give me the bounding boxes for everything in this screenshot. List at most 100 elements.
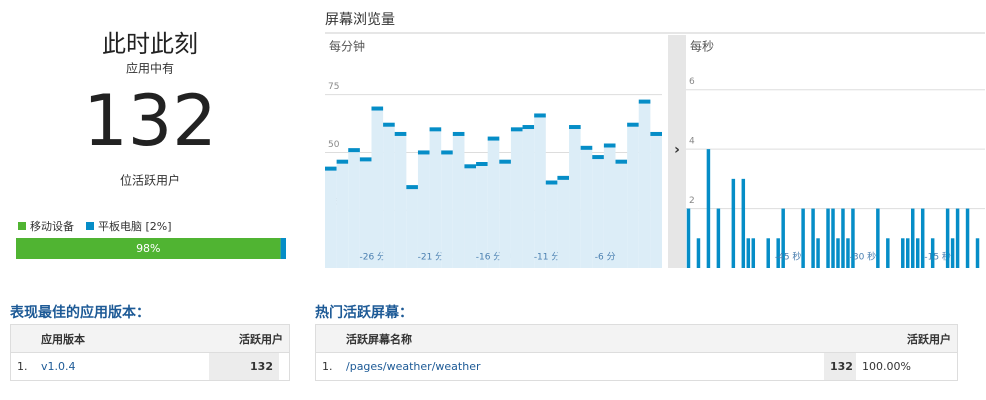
column-header[interactable]: 活跃用户	[907, 332, 951, 346]
bar	[706, 149, 711, 268]
row-value: 132	[824, 353, 856, 380]
table: 表现最佳的应用版本： 应用版本 活跃用户 1. v1.0.4 132	[10, 302, 290, 381]
row-name-cell: /pages/weather/weather	[340, 360, 824, 373]
row-name[interactable]: v1.0.4	[41, 360, 76, 373]
bar	[826, 208, 830, 268]
bar	[876, 208, 880, 268]
area-step	[534, 115, 546, 268]
y-tick-label: 6	[689, 77, 695, 87]
column-header[interactable]: 活跃用户	[239, 332, 283, 346]
bar	[716, 208, 721, 268]
bar	[915, 238, 920, 268]
area-step	[383, 124, 395, 268]
legend-label: 移动设备	[30, 219, 74, 233]
bar	[975, 238, 980, 268]
summary-prefix: 应用中有	[126, 61, 174, 76]
area-step	[441, 152, 453, 268]
area-step	[476, 164, 488, 268]
bar	[781, 208, 785, 268]
bar	[766, 238, 770, 268]
bar	[846, 238, 850, 268]
bar	[836, 238, 840, 268]
area-step	[545, 182, 558, 268]
bar	[746, 238, 751, 268]
table-header: 应用版本 活跃用户	[10, 324, 290, 352]
area-step	[580, 147, 593, 268]
table-header: 活跃屏幕名称 活跃用户	[315, 324, 958, 352]
area-step	[464, 166, 477, 268]
y-tick-label: 50	[328, 140, 340, 150]
area-step	[603, 145, 616, 268]
summary-suffix: 位活跃用户	[120, 173, 180, 188]
area-step	[371, 108, 384, 269]
bar	[801, 208, 805, 268]
chart-title: 每秒	[690, 39, 714, 54]
area-step	[569, 127, 581, 269]
share-segment	[16, 238, 281, 259]
y-tick-label: 4	[689, 137, 695, 147]
area-step	[510, 129, 523, 268]
bar	[901, 238, 905, 268]
area-step	[359, 159, 372, 268]
bar	[851, 208, 855, 268]
bar	[731, 178, 736, 268]
pane-separator	[668, 35, 686, 268]
area-step	[348, 150, 360, 268]
user-count: 132	[83, 80, 217, 162]
area-step	[429, 129, 442, 268]
section-title: 屏幕浏览量	[325, 12, 395, 28]
table-row: 1. v1.0.4 132	[10, 352, 290, 381]
x-tick-label: -45 秒	[775, 251, 802, 263]
bar	[816, 238, 820, 268]
bar	[696, 238, 701, 268]
chart-title: 每分钟	[329, 39, 365, 54]
bar	[741, 178, 746, 268]
area-step	[557, 177, 570, 268]
share-label: 98%	[136, 242, 160, 255]
row-index: 1.	[17, 360, 28, 373]
bar	[910, 208, 915, 268]
area-step	[452, 133, 465, 268]
bar	[965, 208, 970, 268]
area-step	[417, 152, 430, 268]
column-header: 活跃屏幕名称	[346, 332, 412, 346]
table-title: 热门活跃屏幕：	[315, 305, 413, 321]
row-name-cell: v1.0.4	[35, 360, 209, 373]
legend-swatch	[18, 222, 26, 230]
x-tick-label: -30 秒	[850, 251, 877, 263]
overview: 此时此刻 应用中有 132 位活跃用户 屏幕浏览量 › 移动设备 平板电脑 [2%…	[16, 12, 985, 269]
share-segment	[280, 238, 286, 259]
area-step	[650, 133, 662, 268]
area-step	[325, 168, 337, 268]
bar	[751, 238, 756, 268]
bar	[955, 208, 960, 268]
area-step	[627, 124, 639, 268]
legend-swatch	[86, 222, 94, 230]
pane-toggle[interactable]: ›	[674, 142, 680, 158]
bar	[831, 208, 835, 268]
bar	[811, 208, 815, 268]
bar	[950, 238, 955, 268]
column-header: 应用版本	[41, 332, 85, 346]
row-value: 100.00%	[862, 360, 911, 373]
table-title: 表现最佳的应用版本：	[10, 305, 150, 321]
area-step	[522, 127, 535, 269]
area-step	[615, 161, 628, 268]
table: 热门活跃屏幕： 活跃屏幕名称 活跃用户 1. /pages/weather/weathe…	[315, 302, 958, 381]
legend-label: 平板电脑 [2%]	[98, 219, 172, 233]
x-tick-label: -15 秒	[924, 251, 951, 263]
bar	[930, 238, 935, 268]
bar	[686, 208, 691, 268]
area-step	[336, 161, 349, 268]
summary-title: 此时此刻	[102, 30, 198, 58]
area-step	[638, 101, 651, 268]
row-name[interactable]: /pages/weather/weather	[346, 360, 481, 373]
y-tick-label: 2	[689, 196, 695, 206]
area-step	[406, 187, 418, 268]
bar	[841, 208, 845, 268]
area-step	[487, 138, 500, 268]
row-value: 132	[209, 353, 279, 380]
bar	[906, 238, 910, 268]
area-step	[499, 161, 511, 268]
